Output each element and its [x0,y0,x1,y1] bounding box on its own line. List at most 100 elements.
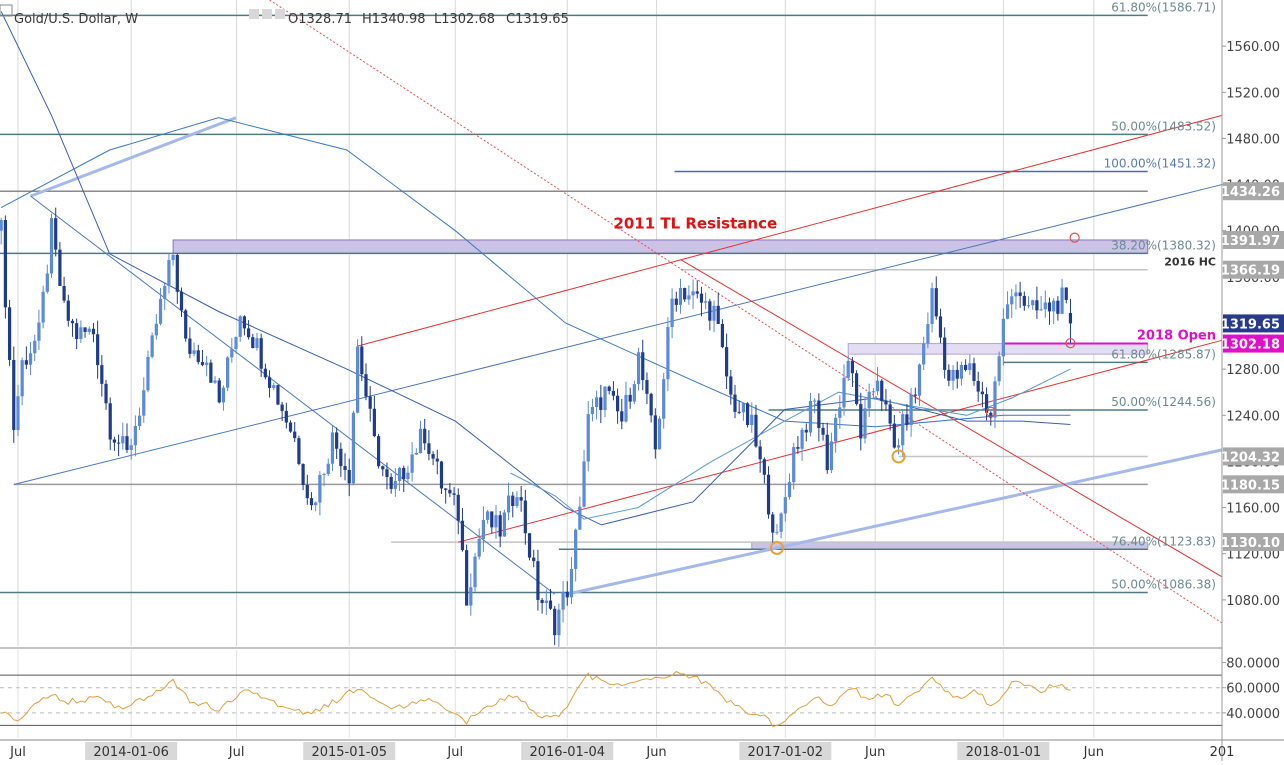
candle-body [938,316,943,338]
candle-body [28,353,33,365]
candle-body [917,364,922,396]
candle-body [402,467,406,480]
candle-body [951,369,955,381]
candle-body [821,427,825,435]
candle-body [376,436,381,467]
trendline [30,195,555,595]
candle-body [389,477,393,489]
candle-body [695,291,699,294]
candle-body [439,461,444,489]
candle-body [112,439,117,443]
candle-body [976,380,980,392]
candle-body [406,472,410,480]
candle-body [221,387,226,403]
candle-body [280,404,284,411]
candle-body [842,377,846,408]
candle-body [410,454,414,473]
moving-average-line [0,11,1071,526]
time-label-box [303,742,396,760]
candle-body [993,381,997,418]
candle-body [87,328,91,332]
candle-body [330,432,335,464]
candle-body [356,346,360,413]
price-label-text: 1302.18 [1221,338,1280,353]
candle-body [804,429,808,433]
candle-body [511,495,515,507]
candle-body [934,288,938,317]
candle-body [972,363,976,381]
candle-body [481,519,486,539]
candle-body [888,404,892,424]
price-tick-label: 1120.00 [1226,548,1280,563]
candle-body [691,291,695,296]
collapse-icon[interactable] [0,4,13,17]
time-label-box [521,742,614,760]
candle-body [486,511,490,520]
eye-icon[interactable] [249,9,259,19]
candle-body [251,337,255,349]
candle-body [246,328,251,338]
candle-body [599,397,603,411]
candle-body [628,394,632,402]
highlight-zone [847,343,1149,355]
candle-body [37,322,41,341]
candle-body [943,337,947,370]
candle-body [674,298,678,305]
candle-body [0,220,3,231]
price-label-box [1223,475,1284,494]
price-tick-label: 1560.00 [1226,40,1280,55]
candle-body [657,418,662,450]
candle-body [947,369,951,381]
candle-body [1052,300,1056,312]
candle-body [1056,300,1060,314]
candle-body [745,403,750,426]
candle-body [1039,309,1043,311]
candle-body [272,385,276,388]
candle-body [754,414,758,447]
price-label-box [1223,334,1284,353]
rsi-panel [0,647,1284,727]
candle-body [423,428,427,444]
candle-body [91,328,96,335]
settings-icon[interactable] [262,9,272,19]
candle-body [209,362,213,383]
candle-body [968,363,972,370]
candle-body [641,352,645,381]
candle-body [54,218,58,250]
candle-body [561,591,565,610]
candle-body [234,336,238,350]
markers-layer [769,232,1080,555]
candle-body [813,400,817,402]
trendline [566,448,1223,596]
candle-body [615,395,620,412]
candle-body [121,436,125,444]
candle-body [381,466,385,470]
level-label: 50.00%(1244.56) [1111,395,1216,409]
candle-body [553,608,557,636]
price-label-box [1223,447,1284,466]
pivot-marker [1069,232,1080,243]
candle-body [725,347,729,377]
close-icon[interactable] [275,9,285,19]
candle-body [825,434,829,471]
candle-body [45,273,49,292]
candle-body [905,414,909,426]
price-label-text: 1391.97 [1221,234,1280,249]
moving-average-layer [0,11,1071,526]
candle-body [863,408,867,439]
candle-body [737,411,741,413]
candle-body [108,403,112,440]
candle-body [184,310,188,339]
candle-body [649,393,653,416]
pivot-marker [891,449,906,464]
candle-body [1068,312,1073,324]
level-label: 61.80%(1285.87) [1111,347,1216,361]
candle-body [536,561,540,600]
close-value: C1319.65 [506,12,569,27]
candle-body [104,383,108,404]
candle-body [83,327,87,332]
symbol-title: Gold/U.S. Dollar, W [14,12,138,27]
candle-body [1060,287,1064,314]
